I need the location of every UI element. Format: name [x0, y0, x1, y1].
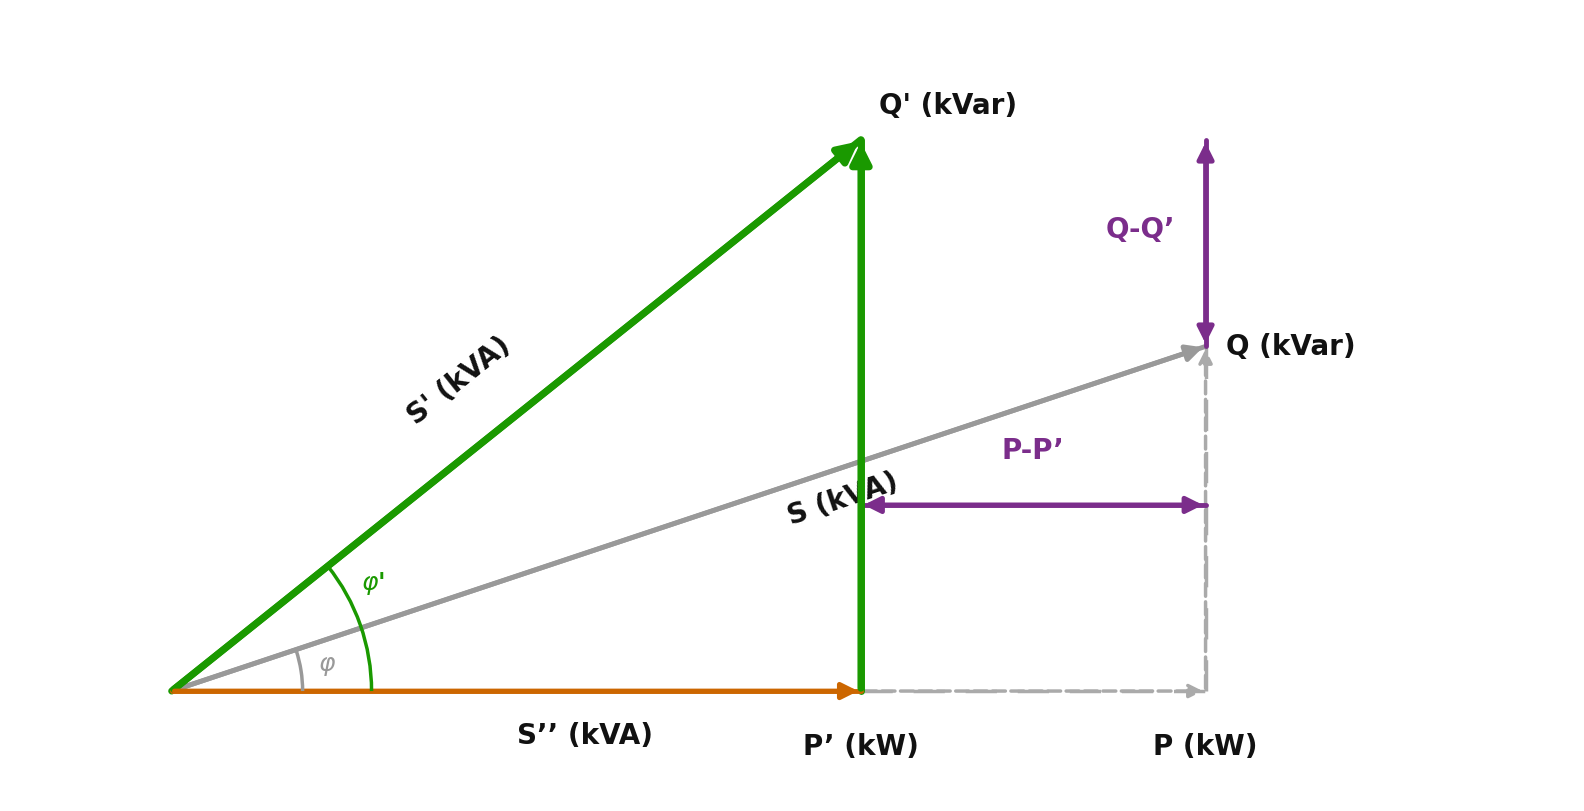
- Text: $\varphi$: $\varphi$: [317, 654, 336, 678]
- Text: S' (kVA): S' (kVA): [402, 331, 516, 430]
- Text: $\varphi$': $\varphi$': [361, 569, 385, 596]
- Text: Q-Q’: Q-Q’: [1106, 216, 1175, 244]
- Text: Q' (kVar): Q' (kVar): [879, 92, 1017, 120]
- Text: P’ (kW): P’ (kW): [803, 732, 919, 761]
- Text: P (kW): P (kW): [1153, 732, 1258, 761]
- Text: S’’ (kVA): S’’ (kVA): [518, 722, 653, 749]
- Text: P-P’: P-P’: [1001, 436, 1064, 464]
- Text: Q (kVar): Q (kVar): [1226, 333, 1356, 361]
- Text: S (kVA): S (kVA): [784, 468, 901, 530]
